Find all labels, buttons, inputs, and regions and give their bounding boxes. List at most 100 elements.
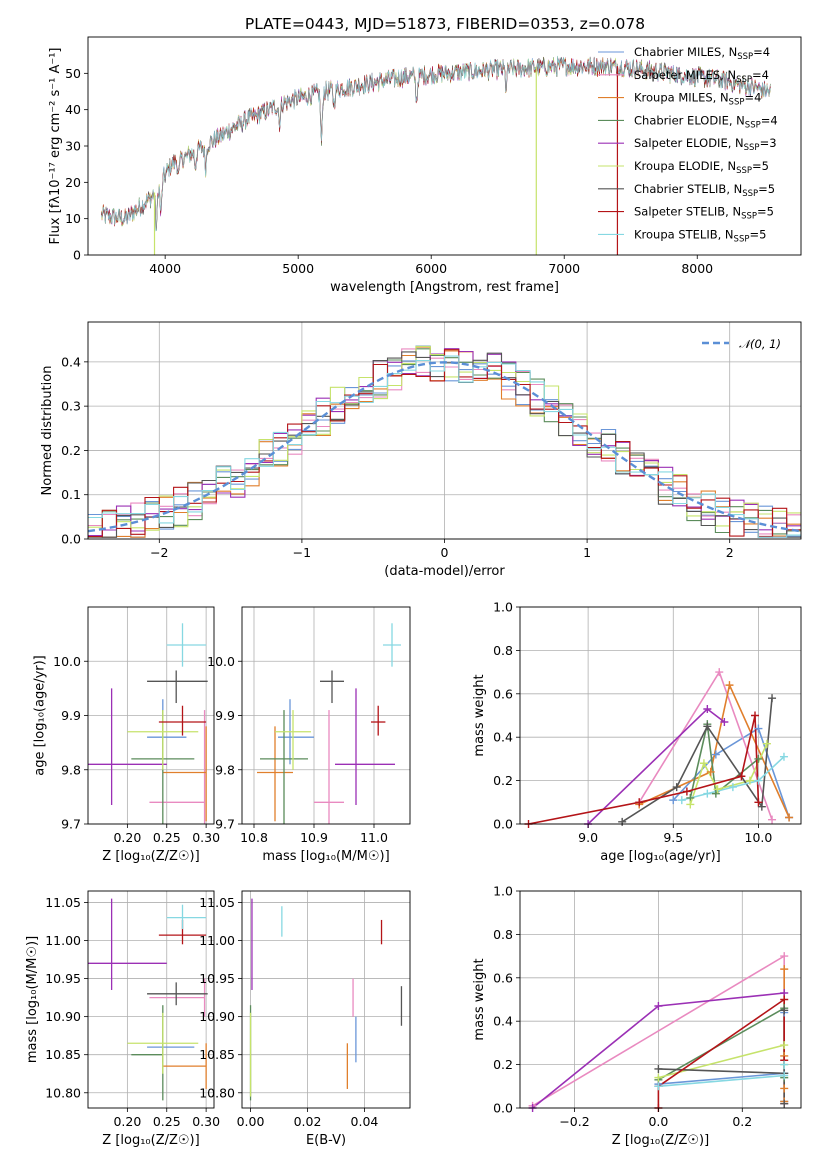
x-axis-label: (data-model)/error [384,564,505,579]
mass-vs-metallicity-panel: 0.20 0.25 0.30 10.80 10.85 10.90 10.95 11.00 11.… [25,890,220,1148]
y-axis-label: mass weight [472,958,487,1040]
weight-marker [725,681,734,690]
x-axis-label: Z [log₁₀(Z/Z☉)] [102,1133,199,1148]
weight-line [689,724,759,799]
plot-area [101,55,771,255]
y-tick-label: 0.4 [493,1014,513,1029]
y-tick-label: 0.6 [493,970,513,985]
weight-marker [672,783,681,792]
y-tick-label: 9.7 [61,817,81,832]
legend-subscript: SSP [729,98,745,108]
weight-marker [754,798,763,807]
x-tick-label: 0.30 [192,830,220,845]
x-tick-label: 9.0 [578,830,598,845]
weight-marker [682,787,691,796]
x-tick-label: 0.25 [153,1114,181,1129]
weight-marker [754,754,763,763]
x-tick-label: 7000 [548,261,580,276]
weight-line [528,715,760,824]
y-tick-label: 10.0 [207,654,235,669]
y-tick-label: 40 [65,102,81,117]
weight-marker [711,750,720,759]
legend-value: =5 [749,227,766,241]
weight-marker [699,759,708,768]
weight-marker [768,815,777,824]
weight-marker [720,718,729,727]
weight-marker [654,1064,663,1073]
y-tick-label: 10 [65,211,81,226]
legend-label: Kroupa STELIB, NSSP=5 [634,227,766,244]
y-tick-label: 0.6 [493,686,513,701]
y-tick-label: 0.2 [493,1057,513,1072]
weight-marker [713,785,722,794]
spectrum-panel: 4000 5000 6000 7000 8000 0 10 20 30 40 50 wavelengt… [48,36,802,295]
weight-marker [754,776,763,785]
x-tick-label: −2 [150,545,168,560]
axes-frame [87,890,215,1109]
mass-weight-vs-age-panel: 9.0 9.5 10.0 0.0 0.2 0.4 0.6 0.8 1.0 age [log₁₀(a… [472,600,802,864]
x-tick-label: 0.04 [351,1114,379,1129]
weight-marker [711,789,720,798]
weight-marker [785,813,794,822]
y-tick-label: 10.0 [53,654,81,669]
weight-marker [737,772,746,781]
y-tick-label: 9.7 [215,817,235,832]
x-tick-label: 10.0 [745,830,773,845]
y-tick-label: 10.80 [45,1085,81,1100]
weight-marker [780,995,789,1004]
x-tick-label: 0 [441,545,449,560]
weight-marker [779,752,788,761]
axes-frame [241,890,411,1109]
y-tick-label: 0.1 [61,487,81,502]
y-tick-label: 0.2 [493,773,513,788]
y-tick-label: 10.80 [199,1085,235,1100]
spectrum-line [101,55,771,232]
y-tick-label: 9.9 [61,708,81,723]
x-tick-label: 9.5 [663,830,683,845]
weight-marker [654,1002,663,1011]
y-axis-label: age [log₁₀(age/yr)] [33,655,48,776]
weight-marker [780,952,789,961]
weight-line [657,997,785,1108]
x-axis-label: E(B-V) [306,1133,346,1148]
x-tick-label: 8000 [681,261,713,276]
legend-label: Chabrier ELODIE, NSSP=4 [634,113,778,130]
x-tick-label: 11.0 [360,830,388,845]
gaussian-curve [88,361,801,533]
weight-marker [703,722,712,731]
y-axis-label: mass weight [472,674,487,756]
plot-area [249,898,403,1101]
x-tick-label: 0.30 [192,1114,220,1129]
axes-frame [519,606,802,825]
weight-marker [762,739,771,748]
y-tick-label: 0.4 [61,354,81,369]
plot-area [257,623,401,824]
y-tick-label: 1.0 [493,884,513,899]
legend-label: Kroupa ELODIE, NSSP=5 [634,159,769,176]
y-tick-label: 1.0 [493,600,513,615]
y-axis-label: mass [log₁₀(M/M☉)] [25,936,40,1063]
y-tick-label: 10.95 [199,971,235,986]
age-vs-mass-panel: 10.8 10.9 11.0 9.7 9.8 9.9 10.0 mass [log₁₀(M/M… [207,606,411,864]
legend-subscript: SSP [736,166,752,176]
y-tick-label: 0.4 [493,730,513,745]
legend-value: =4 [744,91,761,105]
legend-label: Chabrier STELIB, NSSP=5 [634,182,775,199]
plot-area [88,623,208,824]
age-vs-metallicity-panel: 0.20 0.25 0.30 9.7 9.8 9.9 10.0 Z [log₁₀(Z/Z☉)]… [33,606,220,864]
weight-marker [677,796,686,805]
legend-label: Kroupa MILES, NSSP=4 [634,91,761,108]
y-tick-label: 10.85 [45,1047,81,1062]
weight-marker [780,1099,789,1108]
legend-subscript: SSP [745,120,761,130]
y-tick-label: 10.95 [45,971,81,986]
x-tick-label: 0.20 [113,830,141,845]
y-tick-label: 10.90 [199,1009,235,1024]
weight-marker [780,1071,789,1080]
x-tick-label: 0.25 [153,830,181,845]
axes-frame [519,890,802,1109]
y-tick-label: 50 [65,66,81,81]
y-tick-label: 0.8 [493,643,513,658]
y-axis-label: Flux [fλ10⁻¹⁷ erg cm⁻² s⁻¹ A⁻¹] [48,47,63,244]
x-axis-label: age [log₁₀(age/yr)] [600,849,721,864]
